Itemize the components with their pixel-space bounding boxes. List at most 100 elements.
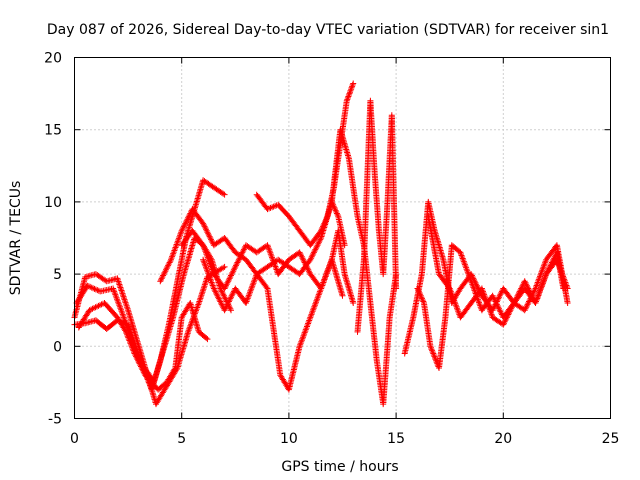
data-point-markers — [253, 243, 270, 256]
data-point-markers — [500, 285, 516, 305]
data-point-markers — [210, 271, 227, 291]
data-point-markers — [270, 328, 284, 377]
data-point-markers — [354, 258, 367, 335]
data-point-markers — [200, 220, 217, 247]
data-point-markers — [307, 229, 324, 249]
chart-title: Day 087 of 2026, Sidereal Day-to-day VTE… — [47, 22, 609, 38]
data-point-markers — [275, 201, 291, 219]
data-point-markers — [163, 366, 178, 386]
data-point-markers — [153, 388, 167, 408]
data-point-markers — [221, 265, 238, 292]
data-point-markers — [421, 300, 434, 348]
data-point-markers — [318, 258, 335, 292]
data-point-markers — [200, 256, 217, 290]
data-point-markers — [532, 272, 549, 306]
data-point-markers — [296, 315, 313, 350]
data-point — [228, 307, 235, 314]
data-point — [204, 336, 211, 343]
data-point-markers — [195, 328, 210, 341]
y-tick-labels: -5 0 5 10 15 20 — [44, 51, 62, 428]
data-point-markers — [73, 284, 90, 306]
data-point-markers — [170, 272, 187, 321]
data-point-markers — [425, 198, 438, 233]
data-point-markers — [448, 242, 463, 255]
y-tick-label: 0 — [53, 339, 62, 355]
data-point — [350, 80, 357, 87]
y-tick-label: 15 — [44, 123, 62, 139]
data-point-markers — [101, 300, 120, 320]
data-point-markers — [345, 155, 361, 218]
data-point — [221, 263, 228, 270]
data-point-markers — [401, 316, 416, 357]
data-point-markers — [232, 243, 249, 270]
data-point — [564, 299, 571, 306]
data-point-markers — [131, 350, 148, 377]
data-point — [339, 292, 346, 299]
data-point-markers — [114, 275, 131, 312]
data-point-markers — [157, 258, 174, 285]
data-point-markers — [168, 229, 185, 263]
data-point-markers — [388, 112, 400, 290]
data-point-markers — [253, 271, 270, 291]
data-point-markers — [307, 271, 324, 291]
data-point-markers — [253, 191, 270, 211]
data-point — [564, 285, 571, 292]
data-point-markers — [285, 250, 302, 263]
data-point-markers — [84, 282, 102, 294]
data-point-markers — [178, 207, 195, 234]
data-point-markers — [114, 314, 129, 334]
data-point-markers — [414, 285, 427, 305]
data-point-markers — [328, 128, 344, 205]
data-point-markers — [446, 285, 463, 319]
data-point-markers — [307, 236, 324, 263]
data-point-markers — [431, 227, 446, 262]
data-point-markers — [553, 256, 571, 290]
data-point-markers — [243, 256, 259, 276]
data-point-markers — [178, 229, 195, 249]
data-point-markers — [367, 300, 380, 363]
data-point-markers — [511, 286, 527, 306]
data-point-markers — [380, 200, 391, 278]
x-tick-label: 0 — [70, 431, 79, 447]
data-point — [350, 299, 357, 306]
data-point-markers — [200, 242, 217, 276]
data-point-markers — [125, 307, 142, 348]
data-point-markers — [150, 344, 168, 386]
data-point-markers — [189, 227, 206, 247]
data-point-markers — [221, 287, 238, 314]
data-point-markers — [195, 275, 210, 306]
y-tick-label: 5 — [53, 267, 62, 283]
y-tick-label: 10 — [44, 195, 62, 211]
data-point-markers — [457, 301, 474, 321]
data-point-markers — [180, 236, 198, 278]
data-point-markers — [489, 292, 506, 319]
data-point-markers — [191, 178, 206, 213]
x-tick-label: 20 — [494, 431, 512, 447]
data-point-markers — [285, 213, 302, 233]
series-track-m — [425, 213, 571, 328]
data-point-markers — [161, 315, 176, 350]
data-point-markers — [243, 272, 260, 306]
data-point-markers — [264, 285, 277, 334]
data-point-markers — [386, 272, 399, 321]
x-tick-label: 25 — [602, 431, 620, 447]
data-point-markers — [341, 271, 356, 305]
data-point-markers — [371, 170, 382, 233]
data-point-markers — [335, 227, 348, 276]
data-point-markers — [468, 286, 484, 306]
data-point-markers — [189, 206, 206, 226]
series-track-g — [200, 227, 357, 393]
x-tick-label: 10 — [280, 431, 298, 447]
data-point-markers — [335, 213, 348, 247]
data-point — [221, 191, 228, 198]
y-tick-label: -5 — [48, 412, 62, 428]
data-point-markers — [521, 285, 538, 305]
data-point-markers — [155, 380, 169, 393]
data-point-markers — [123, 328, 137, 356]
data-point-markers — [221, 235, 238, 255]
data-point-markers — [75, 308, 92, 331]
data-point-markers — [380, 316, 393, 408]
x-axis-label: GPS time / hours — [281, 459, 398, 475]
data-points — [71, 80, 571, 408]
